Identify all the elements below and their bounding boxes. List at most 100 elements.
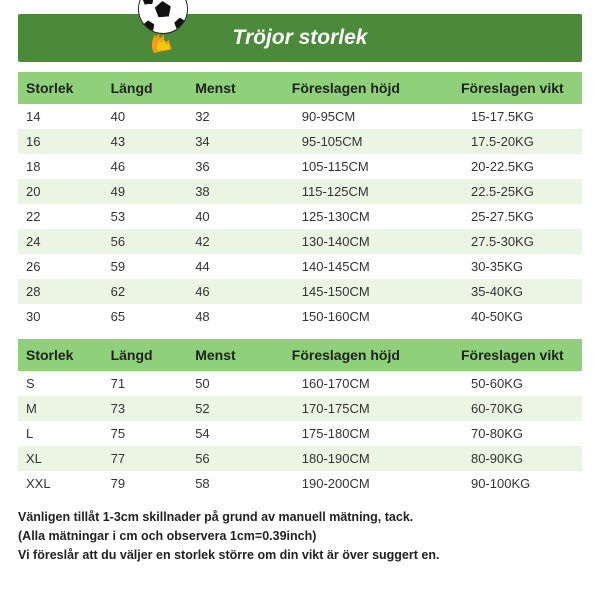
- col-header: Storlek: [18, 72, 103, 104]
- table-cell: 43: [103, 129, 188, 154]
- table-cell: 50-60KG: [441, 371, 582, 396]
- header-bar: Tröjor storlek: [18, 14, 582, 62]
- table-cell: 40: [187, 204, 272, 229]
- table-row: 225340125-130CM25-27.5KG: [18, 204, 582, 229]
- table-cell: L: [18, 421, 103, 446]
- table-cell: 65: [103, 304, 188, 329]
- table-cell: 160-170CM: [272, 371, 441, 396]
- table-cell: 170-175CM: [272, 396, 441, 421]
- table-row: L7554175-180CM70-80KG: [18, 421, 582, 446]
- col-header: Längd: [103, 72, 188, 104]
- table-cell: 46: [187, 279, 272, 304]
- table-cell: 105-115CM: [272, 154, 441, 179]
- col-header: Menst: [187, 72, 272, 104]
- table-cell: 80-90KG: [441, 446, 582, 471]
- table-cell: 30-35KG: [441, 254, 582, 279]
- table-cell: 38: [187, 179, 272, 204]
- table-row: S7150160-170CM50-60KG: [18, 371, 582, 396]
- table-cell: 75: [103, 421, 188, 446]
- table-cell: 22.5-25KG: [441, 179, 582, 204]
- table-row: 265944140-145CM30-35KG: [18, 254, 582, 279]
- table-cell: 180-190CM: [272, 446, 441, 471]
- table-cell: 77: [103, 446, 188, 471]
- table-cell: 27.5-30KG: [441, 229, 582, 254]
- table-cell: 44: [187, 254, 272, 279]
- table-row: 306548150-160CM40-50KG: [18, 304, 582, 329]
- table-cell: 115-125CM: [272, 179, 441, 204]
- table-cell: 60-70KG: [441, 396, 582, 421]
- table-cell: 28: [18, 279, 103, 304]
- footer-line: Vi föreslår att du väljer en storlek stö…: [18, 546, 582, 565]
- table-cell: 59: [103, 254, 188, 279]
- col-header: Längd: [103, 339, 188, 371]
- table-row: XXL7958190-200CM90-100KG: [18, 471, 582, 496]
- table-cell: 32: [187, 104, 272, 129]
- table-cell: 16: [18, 129, 103, 154]
- table-row: 184636105-115CM20-22.5KG: [18, 154, 582, 179]
- table-cell: 90-95CM: [272, 104, 441, 129]
- table-cell: 73: [103, 396, 188, 421]
- footer-line: (Alla mätningar i cm och observera 1cm=0…: [18, 527, 582, 546]
- table-cell: 70-80KG: [441, 421, 582, 446]
- table-cell: 14: [18, 104, 103, 129]
- table-cell: XXL: [18, 471, 103, 496]
- table-cell: 56: [103, 229, 188, 254]
- table-cell: 190-200CM: [272, 471, 441, 496]
- table-cell: 18: [18, 154, 103, 179]
- table-cell: 79: [103, 471, 188, 496]
- table-cell: 95-105CM: [272, 129, 441, 154]
- table-cell: 20: [18, 179, 103, 204]
- footer-line: Vänligen tillåt 1-3cm skillnader på grun…: [18, 508, 582, 527]
- col-header: Föreslagen vikt: [441, 339, 582, 371]
- table-cell: 49: [103, 179, 188, 204]
- table-cell: 50: [187, 371, 272, 396]
- table-cell: 71: [103, 371, 188, 396]
- table-row: 16433495-105CM17.5-20KG: [18, 129, 582, 154]
- table-cell: 54: [187, 421, 272, 446]
- adult-size-table: StorlekLängdMenstFöreslagen höjdFöreslag…: [18, 339, 582, 496]
- table-row: M7352170-175CM60-70KG: [18, 396, 582, 421]
- table-cell: M: [18, 396, 103, 421]
- table-cell: 15-17.5KG: [441, 104, 582, 129]
- col-header: Föreslagen höjd: [272, 339, 441, 371]
- table-cell: 40-50KG: [441, 304, 582, 329]
- col-header: Föreslagen höjd: [272, 72, 441, 104]
- table-row: 204938115-125CM22.5-25KG: [18, 179, 582, 204]
- table-cell: 26: [18, 254, 103, 279]
- col-header: Föreslagen vikt: [441, 72, 582, 104]
- table-cell: 17.5-20KG: [441, 129, 582, 154]
- table-cell: 35-40KG: [441, 279, 582, 304]
- table-cell: 175-180CM: [272, 421, 441, 446]
- table-cell: 145-150CM: [272, 279, 441, 304]
- table-cell: 22: [18, 204, 103, 229]
- table-cell: XL: [18, 446, 103, 471]
- table-cell: 125-130CM: [272, 204, 441, 229]
- table-cell: 42: [187, 229, 272, 254]
- table-cell: 56: [187, 446, 272, 471]
- table-cell: 52: [187, 396, 272, 421]
- table-cell: 130-140CM: [272, 229, 441, 254]
- header-title: Tröjor storlek: [233, 26, 368, 50]
- col-header: Menst: [187, 339, 272, 371]
- table-cell: 62: [103, 279, 188, 304]
- table-cell: 36: [187, 154, 272, 179]
- kids-size-table: StorlekLängdMenstFöreslagen höjdFöreslag…: [18, 72, 582, 329]
- table-cell: 40: [103, 104, 188, 129]
- table-row: 286246145-150CM35-40KG: [18, 279, 582, 304]
- table-cell: 25-27.5KG: [441, 204, 582, 229]
- table-cell: 90-100KG: [441, 471, 582, 496]
- table-cell: 30: [18, 304, 103, 329]
- table-cell: 58: [187, 471, 272, 496]
- col-header: Storlek: [18, 339, 103, 371]
- table-cell: 24: [18, 229, 103, 254]
- table-cell: 53: [103, 204, 188, 229]
- soccer-ball-icon: [136, 0, 190, 36]
- table-cell: 46: [103, 154, 188, 179]
- table-cell: 48: [187, 304, 272, 329]
- table-cell: 20-22.5KG: [441, 154, 582, 179]
- table-row: 245642130-140CM27.5-30KG: [18, 229, 582, 254]
- table-cell: 150-160CM: [272, 304, 441, 329]
- table-row: 14403290-95CM15-17.5KG: [18, 104, 582, 129]
- table-row: XL7756180-190CM80-90KG: [18, 446, 582, 471]
- table-cell: S: [18, 371, 103, 396]
